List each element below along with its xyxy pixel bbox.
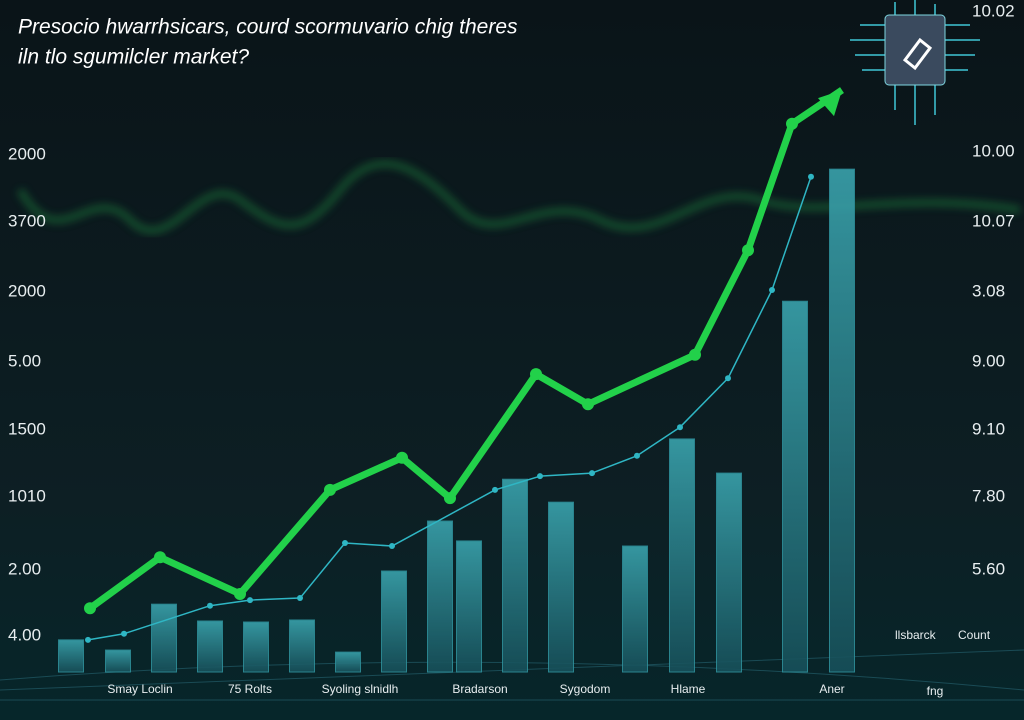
point	[769, 287, 775, 294]
y2-axis-label: 3.08	[972, 281, 1005, 300]
bar	[782, 300, 808, 673]
point	[808, 173, 814, 180]
y2-axis-label: 9.10	[972, 419, 1005, 438]
x-axis-label: Hlame	[671, 682, 706, 696]
point	[530, 368, 542, 381]
bar	[716, 472, 742, 673]
point	[154, 551, 166, 564]
bar	[335, 651, 361, 673]
bar	[197, 620, 223, 673]
bar	[669, 438, 695, 673]
blurred-backdrop	[16, 159, 1021, 235]
legend-label: Count	[958, 628, 991, 642]
point	[492, 486, 498, 493]
bar	[58, 639, 84, 673]
bar	[502, 478, 528, 673]
bar	[456, 540, 482, 673]
y-axis-label: 2000	[8, 281, 46, 300]
y2-axis-label: 9.00	[972, 351, 1005, 370]
bar	[381, 570, 407, 673]
point	[444, 492, 456, 505]
legend-label: llsbarck	[895, 628, 937, 642]
point	[677, 424, 683, 431]
point	[742, 244, 754, 257]
point	[634, 452, 640, 459]
point	[207, 602, 213, 609]
point	[247, 597, 253, 604]
y2-axis-label: 5.60	[972, 559, 1005, 578]
arrow-head	[818, 90, 842, 117]
bar	[829, 168, 855, 673]
y-axis-label: 2000	[8, 144, 46, 163]
y2-axis-label: 7.80	[972, 486, 1005, 505]
point	[537, 473, 543, 480]
x-axis-label: Sygodom	[560, 682, 611, 696]
chip-icon	[850, 0, 980, 125]
bar	[105, 649, 131, 673]
y-axis-label: 3700	[8, 211, 46, 230]
point	[582, 398, 594, 411]
line	[87, 87, 844, 612]
bar	[427, 520, 453, 673]
point	[589, 470, 595, 477]
point	[786, 117, 798, 130]
x-axis-label: Bradarson	[452, 682, 507, 696]
point	[689, 348, 701, 361]
y-axis-label: 5.00	[8, 351, 41, 370]
point	[85, 636, 91, 643]
y-axis-label: 1010	[8, 486, 46, 505]
y-axis-label: 4.00	[8, 625, 41, 644]
bar	[243, 621, 269, 673]
point	[324, 483, 336, 496]
title-line: iln tlo sgumilcler market?	[18, 46, 249, 69]
point	[389, 543, 395, 550]
x-axis-label: 75 Rolts	[228, 682, 272, 696]
point	[297, 595, 303, 602]
point	[84, 602, 96, 615]
bar	[151, 603, 177, 673]
point	[121, 630, 127, 637]
point	[234, 587, 246, 600]
x-axis-label: Aner	[819, 682, 844, 696]
x-axis-label: fng	[927, 684, 944, 698]
y2-axis-label: 10.07	[972, 211, 1015, 230]
x-axis-label: Syoling slnidlh	[322, 682, 399, 696]
point	[342, 539, 348, 546]
y2-axis-label: 10.02	[972, 1, 1015, 20]
title-line: Presocio hwarrhsicars, courd scormuvario…	[18, 16, 518, 39]
y-axis-label: 1500	[8, 419, 46, 438]
point	[396, 451, 408, 464]
point	[725, 375, 731, 382]
y2-axis-label: 10.00	[972, 141, 1015, 160]
y-axis-label: 2.00	[8, 559, 41, 578]
x-axis-label: Smay Loclin	[107, 682, 172, 696]
bar	[548, 501, 574, 673]
bar	[622, 545, 648, 673]
bar	[289, 619, 315, 673]
